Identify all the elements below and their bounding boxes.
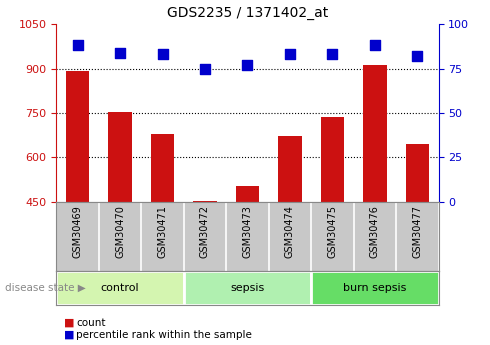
Text: sepsis: sepsis (230, 283, 265, 293)
Text: ■: ■ (64, 318, 74, 327)
Text: GSM30477: GSM30477 (412, 205, 422, 258)
Bar (66, 71, 89, 202)
Text: percentile rank within the sample: percentile rank within the sample (76, 330, 252, 339)
Bar (278, 136, 301, 202)
Point (74, 43, 81, 48)
Text: GSM30470: GSM30470 (115, 205, 125, 258)
Point (286, 52, 294, 57)
Text: control: control (101, 283, 139, 293)
Bar (320, 117, 344, 202)
Point (116, 50, 124, 55)
Text: count: count (76, 318, 105, 327)
Point (201, 66, 209, 71)
Title: GDS2235 / 1371402_at: GDS2235 / 1371402_at (167, 6, 328, 20)
Point (371, 43, 379, 48)
Bar (56, 271, 184, 305)
Bar (311, 271, 439, 305)
Text: GSM30476: GSM30476 (370, 205, 380, 258)
Text: GSM30472: GSM30472 (200, 205, 210, 258)
Text: GSM30473: GSM30473 (243, 205, 252, 258)
Bar (184, 271, 311, 305)
Point (414, 53, 421, 59)
Bar (236, 186, 259, 202)
Text: GSM30469: GSM30469 (73, 205, 83, 258)
Bar (151, 134, 174, 202)
Text: GSM30475: GSM30475 (327, 205, 338, 258)
Text: ■: ■ (64, 330, 74, 339)
Bar (108, 111, 132, 202)
Text: GSM30471: GSM30471 (157, 205, 168, 258)
Bar (406, 144, 429, 202)
Bar (193, 201, 217, 202)
Bar (363, 65, 387, 202)
Point (244, 62, 251, 68)
Text: GSM30474: GSM30474 (285, 205, 295, 258)
Text: burn sepsis: burn sepsis (343, 283, 407, 293)
Text: disease state ▶: disease state ▶ (5, 283, 86, 293)
Point (328, 52, 336, 57)
Point (159, 52, 167, 57)
